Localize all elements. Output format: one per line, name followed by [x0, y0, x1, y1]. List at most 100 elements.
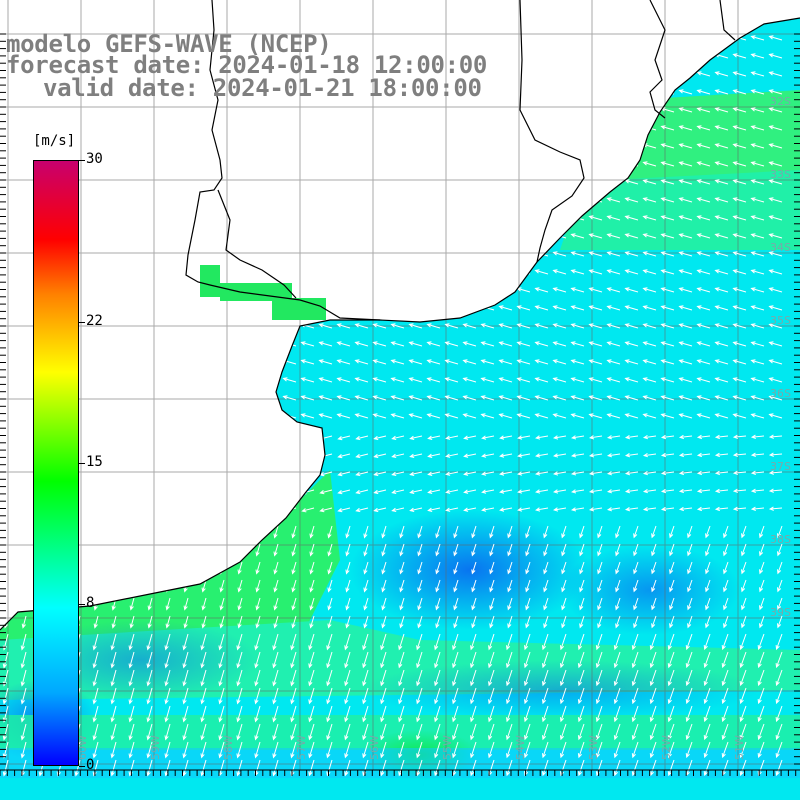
- wind-arrow: [102, 305, 117, 311]
- wind-arrow: [426, 395, 441, 401]
- wind-arrow: [146, 687, 153, 705]
- wind-arrow: [750, 161, 765, 167]
- wind-arrow: [110, 705, 117, 723]
- wind-arrow: [318, 395, 333, 401]
- wind-arrow: [703, 705, 711, 723]
- wind-arrow: [111, 543, 117, 557]
- wind-arrow: [775, 741, 783, 759]
- wind-arrow: [13, 471, 27, 478]
- wind-arrow: [588, 233, 603, 239]
- wind-arrow: [318, 377, 333, 383]
- wind-arrow: [138, 161, 153, 167]
- wind-arrow: [523, 687, 531, 705]
- wind-arrow: [300, 107, 315, 113]
- wind-arrow: [20, 741, 27, 759]
- wind-arrow: [21, 543, 27, 557]
- wind-arrow: [667, 741, 675, 759]
- wind-arrow: [534, 107, 549, 113]
- wind-arrow: [282, 125, 297, 131]
- wind-arrow: [445, 507, 459, 512]
- wind-arrow: [147, 525, 153, 539]
- wind-arrow: [570, 197, 585, 203]
- wind-arrow: [381, 561, 387, 575]
- wind-arrow: [398, 633, 405, 651]
- wind-arrow: [462, 233, 477, 239]
- wind-arrow: [480, 89, 495, 95]
- wind-arrow: [138, 269, 153, 275]
- wind-arrow: [732, 53, 747, 59]
- wind-arrow: [327, 525, 333, 539]
- wind-arrow: [174, 161, 189, 167]
- wind-arrow: [337, 453, 351, 459]
- wind-arrow: [660, 434, 675, 440]
- wind-arrow: [696, 470, 711, 476]
- wind-arrow: [577, 705, 585, 723]
- wind-arrow: [236, 723, 243, 741]
- wind-arrow: [200, 741, 207, 759]
- wind-arrow: [139, 489, 153, 495]
- wind-arrow: [613, 741, 621, 759]
- wind-arrow: [506, 759, 513, 777]
- wind-arrow: [739, 705, 747, 723]
- wind-arrow: [175, 471, 189, 477]
- wind-arrow: [426, 287, 441, 293]
- wind-arrow: [211, 435, 225, 441]
- wind-arrow: [336, 341, 351, 347]
- wind-arrow: [721, 669, 729, 687]
- wind-arrow: [399, 615, 405, 629]
- wind-arrow: [283, 453, 297, 459]
- wind-arrow: [535, 435, 549, 440]
- wind-arrow: [13, 489, 27, 496]
- wind-arrow: [156, 233, 171, 239]
- wind-arrow: [721, 741, 729, 759]
- wind-arrow: [273, 579, 279, 593]
- wind-arrow: [488, 687, 495, 705]
- wind-arrow: [541, 723, 549, 741]
- wind-arrow: [589, 471, 603, 476]
- wind-arrow: [156, 341, 171, 347]
- wind-arrow: [273, 525, 279, 539]
- wind-arrow: [696, 251, 711, 257]
- wind-arrow: [660, 305, 675, 311]
- wind-arrow: [66, 125, 81, 131]
- wind-arrow: [381, 597, 387, 611]
- wind-arrow: [282, 161, 297, 167]
- wind-arrow: [300, 359, 315, 365]
- wind-arrow: [552, 107, 567, 113]
- wind-arrow: [336, 125, 351, 131]
- wind-arrow: [326, 633, 333, 651]
- wind-arrow: [120, 359, 135, 365]
- wind-arrow: [409, 471, 423, 477]
- wind-arrow: [426, 323, 441, 329]
- wind-arrow: [678, 215, 693, 221]
- wind-arrow: [471, 543, 477, 557]
- wind-arrow: [498, 395, 513, 401]
- wind-arrow: [696, 506, 711, 512]
- wind-arrow: [138, 233, 153, 239]
- wind-arrow: [200, 723, 207, 741]
- wind-arrow: [687, 597, 693, 611]
- wind-arrow: [182, 705, 189, 723]
- wind-arrow: [336, 359, 351, 365]
- wind-arrow: [579, 615, 585, 629]
- wind-arrow: [246, 161, 261, 167]
- wind-arrow: [372, 341, 387, 347]
- wind-arrow: [660, 452, 675, 458]
- wind-arrow: [102, 269, 117, 275]
- wind-arrow: [12, 269, 27, 275]
- wind-arrow: [0, 251, 9, 257]
- wind-arrow: [498, 215, 513, 221]
- wind-arrow: [535, 453, 549, 458]
- wind-arrow: [714, 506, 729, 512]
- wind-arrow: [571, 435, 585, 440]
- wind-arrow: [570, 161, 585, 167]
- wind-arrow: [264, 251, 279, 257]
- wind-arrow: [318, 359, 333, 365]
- wind-arrow: [20, 723, 27, 741]
- wind-arrow: [409, 435, 423, 441]
- wind-arrow: [120, 161, 135, 167]
- wind-arrow: [139, 453, 153, 459]
- wind-arrow: [714, 233, 729, 239]
- wind-arrow: [444, 305, 459, 311]
- wind-arrow: [102, 377, 117, 383]
